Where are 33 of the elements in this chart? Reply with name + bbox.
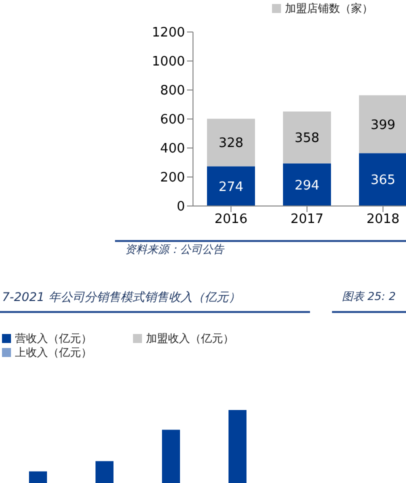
data-label: 399 [370, 118, 396, 133]
text: 资料来源：公司公告 [125, 242, 224, 257]
data-label: 274 [218, 180, 244, 195]
bar [207, 166, 255, 206]
bar [359, 95, 406, 154]
y-tick-label: 1200 [152, 26, 185, 41]
y-tick-label: 200 [160, 170, 185, 186]
y-tick-label: 600 [160, 112, 185, 128]
bar [283, 111, 331, 164]
legend-label: 加盟收入（亿元） [146, 331, 234, 346]
legend-label: 上收入（亿元） [15, 345, 92, 360]
data-label: 358 [294, 131, 320, 146]
data-label: 294 [294, 178, 320, 194]
bar [162, 430, 180, 483]
bar [228, 410, 246, 483]
x-tick-label: 2018 [366, 212, 400, 228]
bar [96, 461, 114, 483]
text: 图表 25: 2 [342, 289, 396, 304]
y-tick-label: 400 [160, 142, 185, 157]
chart-title: 7-2021 年公司分销售模式销售收入（亿元） [2, 289, 240, 306]
x-tick-label: 2016 [214, 212, 248, 228]
bar [359, 153, 406, 206]
y-tick-label: 1000 [152, 54, 185, 70]
bar [29, 471, 47, 483]
x-tick-label: 2017 [290, 212, 324, 228]
bar [207, 118, 255, 166]
y-tick-label: 800 [160, 84, 185, 99]
data-label: 328 [218, 136, 244, 152]
bar [283, 163, 331, 206]
data-label: 365 [370, 173, 396, 188]
legend-label: 营收入（亿元） [15, 331, 92, 346]
y-tick-label: 0 [176, 200, 185, 215]
legend-label: 加盟店铺数（家） [285, 1, 373, 16]
